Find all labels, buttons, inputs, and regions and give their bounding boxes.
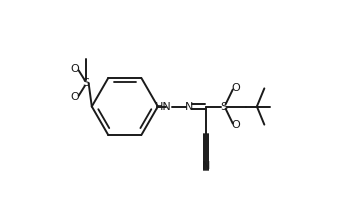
Text: O: O (232, 83, 240, 93)
Text: O: O (70, 64, 79, 74)
Text: HN: HN (155, 102, 172, 111)
Text: O: O (232, 120, 240, 130)
Text: N: N (184, 102, 193, 111)
Text: O: O (70, 92, 79, 102)
Text: S: S (220, 102, 227, 111)
Text: N: N (201, 161, 210, 171)
Text: S: S (82, 78, 90, 88)
